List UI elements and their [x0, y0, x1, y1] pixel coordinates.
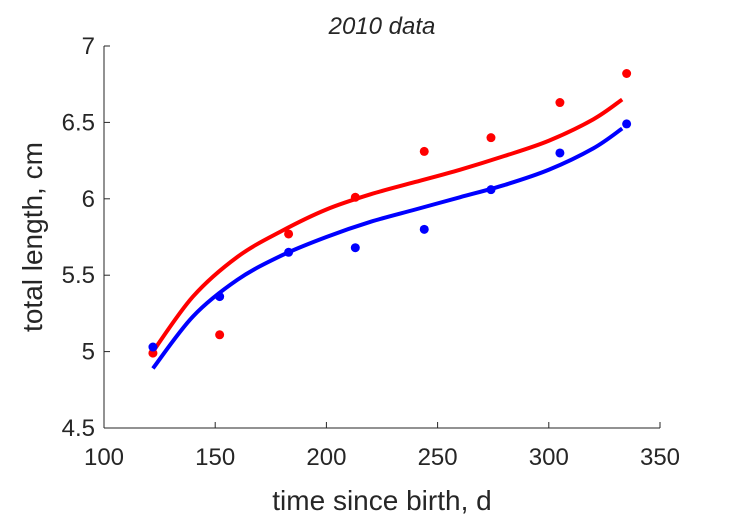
data-point-blue [419, 224, 429, 234]
y-tick-label: 5.5 [62, 262, 95, 289]
data-point-red [284, 229, 294, 239]
data-point-blue [555, 148, 565, 158]
tick-labels: 100 150 200 250 300 350 4.5 5 5.5 6 6.5 7 [62, 33, 680, 471]
data-point-blue [350, 243, 360, 253]
data-point-red [215, 330, 225, 340]
chart-title: 2010 data [328, 13, 436, 40]
x-tick-label: 150 [195, 444, 235, 471]
fit-line-blue [151, 126, 624, 370]
axes [103, 45, 661, 429]
x-tick-label: 100 [84, 444, 124, 471]
data-point-blue [284, 247, 294, 257]
data-point-red [486, 133, 496, 143]
data-point-red [350, 192, 360, 202]
x-tick-label: 350 [640, 444, 680, 471]
y-tick-label: 5 [82, 339, 95, 366]
data-point-blue [148, 342, 158, 352]
y-tick-label: 4.5 [62, 415, 95, 442]
data-point-red [622, 69, 632, 79]
y-tick-label: 7 [82, 33, 95, 60]
fit-line-red [151, 97, 624, 353]
x-axis-title: time since birth, d [272, 485, 491, 516]
x-tick-label: 300 [529, 444, 569, 471]
x-tick-label: 250 [418, 444, 458, 471]
data-point-red [555, 98, 565, 108]
data-points [148, 69, 632, 358]
y-tick-label: 6.5 [62, 109, 95, 136]
data-point-blue [215, 292, 225, 302]
y-tick-label: 6 [82, 186, 95, 213]
data-point-red [419, 146, 429, 156]
fit-lines [151, 97, 624, 370]
data-point-blue [486, 185, 496, 195]
y-axis-title: total length, cm [17, 142, 48, 332]
x-tick-label: 200 [306, 444, 346, 471]
data-point-blue [622, 119, 632, 129]
